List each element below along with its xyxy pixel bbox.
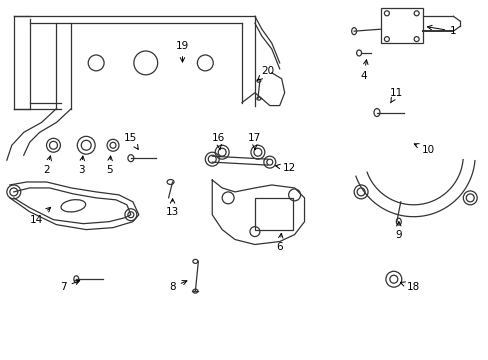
Text: 20: 20 bbox=[257, 66, 274, 81]
Text: 7: 7 bbox=[60, 280, 80, 292]
Text: 2: 2 bbox=[43, 156, 51, 175]
Text: 19: 19 bbox=[176, 41, 189, 62]
Text: 15: 15 bbox=[124, 133, 138, 149]
Text: 13: 13 bbox=[165, 199, 179, 217]
Text: 1: 1 bbox=[427, 25, 456, 36]
Text: 3: 3 bbox=[78, 156, 84, 175]
Text: 11: 11 bbox=[389, 88, 403, 103]
Text: 16: 16 bbox=[211, 133, 224, 149]
Text: 10: 10 bbox=[413, 144, 434, 155]
Text: 18: 18 bbox=[400, 282, 420, 292]
Text: 6: 6 bbox=[276, 233, 283, 252]
Text: 14: 14 bbox=[30, 207, 50, 225]
Text: 9: 9 bbox=[395, 221, 401, 239]
Text: 8: 8 bbox=[169, 280, 186, 292]
Text: 5: 5 bbox=[105, 156, 112, 175]
Text: 4: 4 bbox=[360, 60, 367, 81]
Text: 12: 12 bbox=[275, 163, 296, 173]
Text: 17: 17 bbox=[248, 133, 261, 149]
